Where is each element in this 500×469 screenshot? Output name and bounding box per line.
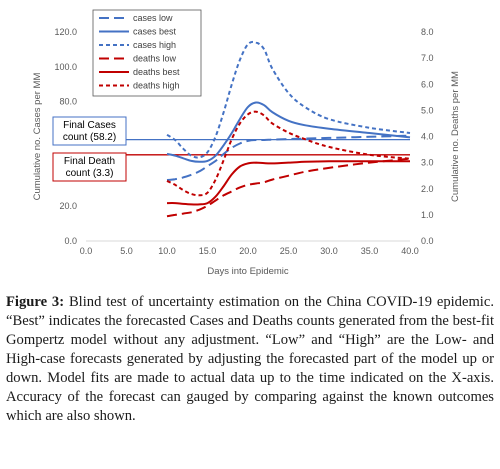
y-right-tick-label: 3.0 [421,158,434,168]
series-line-cases-high [166,40,411,159]
legend-box [92,9,202,97]
legend-label-cases-high: cases high [133,40,176,50]
x-tick-label: 35.0 [361,246,379,256]
y-right-tick-label: 1.0 [421,210,434,220]
x-tick-label: 20.0 [239,246,257,256]
series-line-deaths-best [166,160,410,206]
y-right-tick-label: 2.0 [421,184,434,194]
y-left-tick-label: 20.0 [59,201,77,211]
y-right-tick-label: 5.0 [421,105,434,115]
series-line-deaths-high [166,110,411,197]
series-line-cases-best [166,101,411,163]
y-right-tick-label: 0.0 [421,236,434,246]
final-deaths-annotation-text: count (3.3) [66,168,114,179]
legend-label-cases-best: cases best [133,27,177,37]
x-tick-label: 15.0 [199,246,217,256]
y-right-tick-label: 7.0 [421,53,434,63]
y-left-axis-title: Cumulative no. Cases per MM [32,73,43,201]
series-line-deaths-low [166,157,411,218]
legend-label-deaths-low: deaths low [133,54,177,64]
final-deaths-annotation-text: Final Death [64,156,115,167]
figure-caption-label: Figure 3: [6,294,65,310]
x-tick-label: 30.0 [320,246,338,256]
y-right-tick-label: 8.0 [421,27,434,37]
legend-label-deaths-high: deaths high [133,81,180,91]
x-tick-label: 5.0 [120,246,133,256]
y-left-tick-label: 0.0 [64,236,77,246]
final-deaths-annotation-box [52,152,127,182]
legend-label-deaths-best: deaths best [133,67,180,77]
series-line-cases-low [166,134,411,181]
figure-caption-text: Blind test of uncertainty estimation on … [6,294,494,424]
figure-caption: Figure 3: Blind test of uncertainty esti… [6,293,494,426]
y-left-tick-label: 80.0 [59,97,77,107]
x-tick-label: 0.0 [80,246,93,256]
x-axis-title: Days into Epidemic [207,266,289,277]
final-cases-annotation-text: count (58.2) [63,132,116,143]
y-right-tick-label: 4.0 [421,132,434,142]
final-cases-annotation-text: Final Cases [63,120,116,131]
x-tick-label: 25.0 [280,246,298,256]
y-left-tick-label: 100.0 [54,62,77,72]
x-tick-label: 10.0 [158,246,176,256]
y-right-axis-title: Cumulative no. Deaths per MM [450,71,461,202]
chart-svg: 0.0 5.0 10.0 15.0 20.0 25.0 30.0 35.0 40.00.020.… [32,9,461,277]
y-left-tick-label: 120.0 [54,27,77,37]
legend-label-cases-low: cases low [133,13,173,23]
chart: 0.0 5.0 10.0 15.0 20.0 25.0 30.0 35.0 40.0 0.0 20.… [32,9,461,277]
x-tick-label: 40.0 [401,246,419,256]
y-right-tick-label: 6.0 [421,79,434,89]
final-cases-annotation-box [52,116,127,146]
